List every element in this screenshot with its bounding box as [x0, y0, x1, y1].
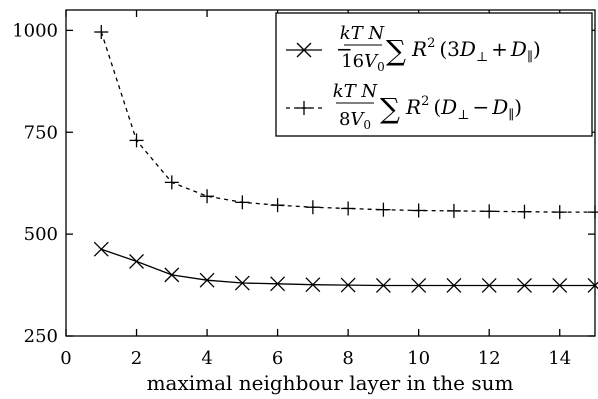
- data-point-plus: [129, 133, 144, 148]
- x-tick-label: 10: [407, 348, 430, 369]
- svg-text:−: −: [336, 37, 353, 61]
- x-tick-label: 0: [60, 348, 71, 369]
- y-tick-label: 750: [24, 122, 58, 143]
- y-tick-label: 1000: [12, 20, 58, 41]
- x-tick-label: 6: [272, 348, 283, 369]
- x-axis-title: maximal neighbour layer in the sum: [147, 371, 514, 395]
- data-point-plus: [588, 205, 598, 220]
- data-point-cross: [446, 278, 462, 293]
- data-point-cross: [199, 272, 215, 288]
- plot-frame: [65, 9, 596, 337]
- svg-text:∑: ∑: [386, 34, 406, 67]
- data-point-plus: [164, 175, 179, 190]
- legend-label-plus: kT N 8V0 ∑ R2 (D⊥ − D∥): [333, 81, 522, 132]
- legend: − kT N 16V0 ∑ R2 (3D⊥ + D∥) kT N 8V0 ∑ R2 (D…: [275, 12, 593, 137]
- y-axis-ticks: 250 500 750 1000: [12, 20, 595, 347]
- svg-text:∑: ∑: [380, 92, 400, 125]
- svg-text:16V0: 16V0: [341, 51, 385, 74]
- svg-text:R2(D⊥−D∥): R2 (D⊥ − D∥): [405, 94, 522, 123]
- data-point-cross: [129, 253, 144, 269]
- legend-marker-cross: [296, 42, 312, 58]
- data-point-plus: [376, 202, 391, 217]
- data-point-plus: [411, 203, 426, 218]
- data-point-cross: [481, 278, 497, 293]
- data-point-cross: [234, 275, 250, 291]
- legend-label-cross: − kT N 16V0 ∑ R2 (3D⊥ + D∥): [336, 23, 541, 74]
- svg-text:kT N: kT N: [340, 23, 386, 44]
- y-tick-label: 250: [24, 326, 58, 347]
- data-point-cross: [164, 267, 180, 283]
- x-tick-label: 2: [131, 348, 142, 369]
- data-point-cross: [305, 277, 321, 293]
- data-point-cross: [340, 277, 356, 293]
- data-point-plus: [446, 203, 461, 218]
- data-point-cross: [517, 278, 532, 293]
- data-point-plus: [270, 198, 285, 213]
- data-point-plus: [235, 195, 250, 210]
- x-tick-label: 4: [201, 348, 212, 369]
- svg-text:kT N: kT N: [333, 81, 379, 102]
- data-point-plus: [517, 204, 532, 219]
- x-tick-label: 8: [342, 348, 353, 369]
- svg-text:8V0: 8V0: [339, 109, 371, 132]
- data-point-plus: [552, 205, 567, 220]
- data-point-plus: [482, 204, 497, 219]
- y-tick-label: 500: [24, 224, 58, 245]
- data-point-cross: [93, 241, 109, 257]
- x-tick-label: 12: [478, 348, 501, 369]
- series-layer: [93, 25, 598, 293]
- data-point-cross: [552, 278, 568, 293]
- data-point-cross: [411, 278, 427, 293]
- legend-box: [275, 12, 593, 137]
- data-point-cross: [375, 278, 391, 293]
- svg-text:R2(3D⊥+D∥): R2 (3D⊥ + D∥): [411, 36, 541, 65]
- x-tick-label: 14: [548, 348, 571, 369]
- data-point-plus: [305, 200, 320, 215]
- legend-marker-plus: [297, 101, 311, 115]
- data-point-cross: [270, 276, 286, 292]
- data-point-cross: [587, 278, 598, 293]
- series-line-cross: [101, 248, 595, 287]
- data-point-plus: [200, 189, 215, 204]
- data-point-plus: [341, 201, 356, 216]
- series-line-plus: [100, 31, 595, 213]
- data-point-plus: [94, 25, 109, 40]
